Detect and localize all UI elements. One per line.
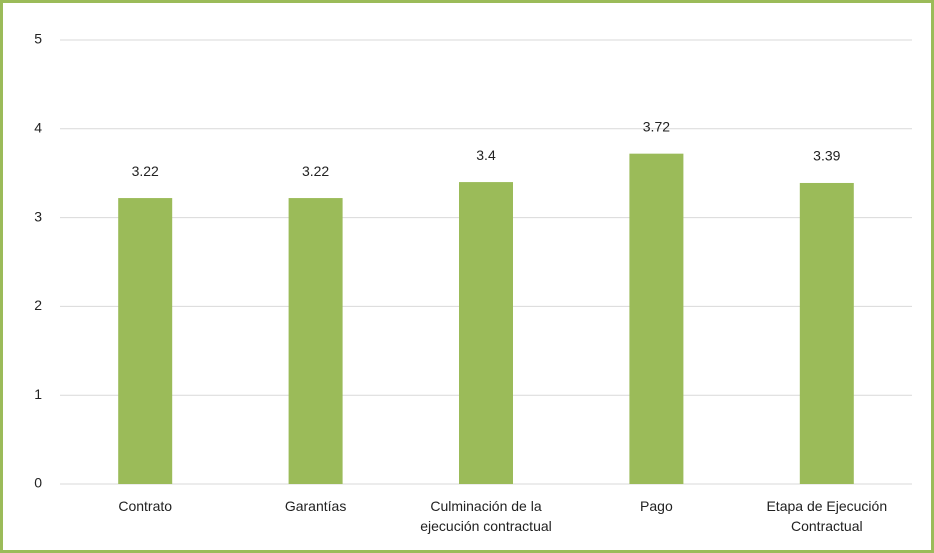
y-tick-label: 2 bbox=[34, 297, 42, 313]
data-label: 3.39 bbox=[813, 148, 840, 164]
data-label: 3.22 bbox=[132, 163, 159, 179]
x-tick-label: Culminación de la ejecución contractual bbox=[420, 498, 552, 534]
x-tick-label: Garantías bbox=[284, 498, 347, 514]
data-label: 3.4 bbox=[476, 147, 496, 163]
bar bbox=[629, 153, 684, 484]
y-tick-label: 1 bbox=[34, 386, 42, 402]
bar bbox=[288, 198, 343, 484]
bar bbox=[799, 182, 854, 484]
x-tick-label: Pago bbox=[640, 498, 673, 514]
data-label: 3.22 bbox=[302, 163, 329, 179]
data-label: 3.72 bbox=[643, 118, 670, 134]
y-tick-label: 4 bbox=[34, 120, 42, 136]
bar bbox=[118, 198, 173, 484]
chart: 0 1 2 3 4 5 3.22 3.22 3.4 3.72 3.39 bbox=[34, 31, 912, 491]
y-tick-label: 0 bbox=[34, 475, 42, 491]
y-tick-label: 3 bbox=[34, 208, 42, 224]
bar bbox=[459, 182, 513, 484]
x-tick-label: Etapa de Ejecución Contractual bbox=[766, 498, 888, 534]
y-tick-label: 5 bbox=[34, 31, 42, 47]
x-tick-label: Contrato bbox=[118, 498, 173, 514]
